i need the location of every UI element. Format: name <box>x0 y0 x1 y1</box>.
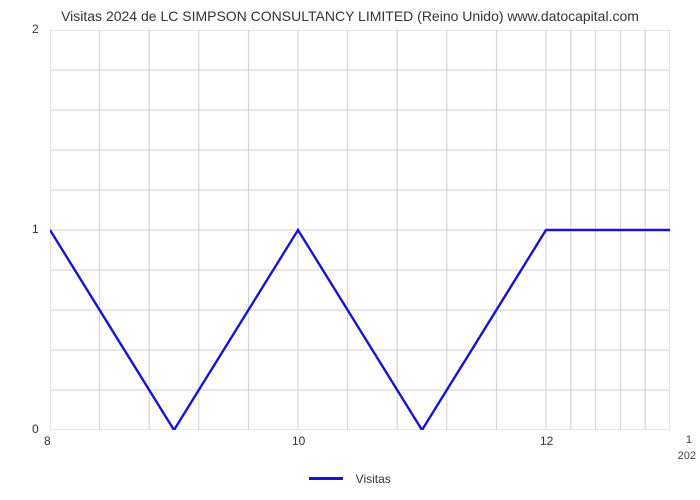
legend-swatch <box>309 477 343 480</box>
legend-label: Visitas <box>356 472 391 486</box>
x-axis-tick-label: 10 <box>292 434 305 448</box>
series-line <box>50 230 670 430</box>
x-axis-tick-label: 8 <box>44 434 51 448</box>
legend: Visitas <box>0 470 700 488</box>
x-axis-secondary-label: 202 <box>678 450 696 462</box>
x-axis-tick-label: 12 <box>540 434 553 448</box>
y-axis-tick-label: 0 <box>32 422 39 436</box>
plot-area <box>50 30 670 430</box>
y-axis-tick-label: 2 <box>32 22 39 36</box>
x-axis-extra-tick: 1 <box>686 434 692 446</box>
y-axis-tick-label: 1 <box>32 222 39 236</box>
chart-title: Visitas 2024 de LC SIMPSON CONSULTANCY L… <box>0 8 700 24</box>
chart-svg <box>50 30 670 430</box>
